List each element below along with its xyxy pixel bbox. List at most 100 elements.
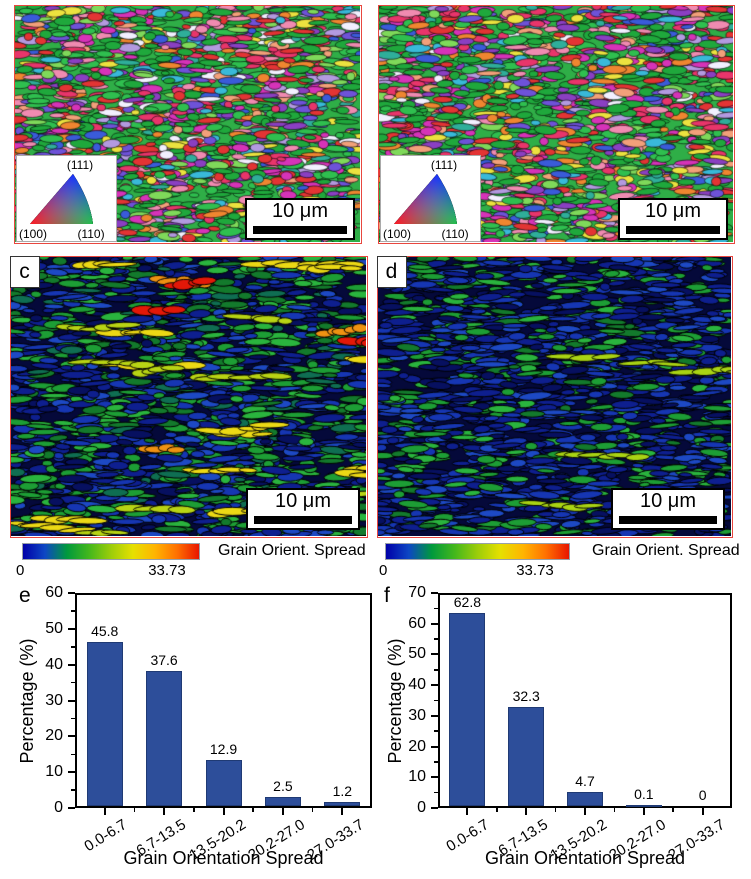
y-major-tick bbox=[68, 699, 75, 702]
bar-value-label: 1.2 bbox=[332, 782, 353, 799]
y-major-tick bbox=[68, 627, 75, 630]
y-minor-tick bbox=[434, 761, 438, 763]
y-major-tick bbox=[68, 807, 75, 809]
x-major-tick bbox=[163, 808, 166, 815]
colorbar-gradient-left bbox=[22, 543, 200, 560]
x-major-tick bbox=[466, 808, 469, 815]
y-minor-tick bbox=[434, 791, 438, 794]
y-major-tick bbox=[431, 684, 438, 687]
y-major-tick bbox=[431, 745, 438, 748]
x-major-tick bbox=[222, 808, 225, 815]
y-tick-label: 10 bbox=[408, 768, 426, 786]
scale-bar-c: 10 μm bbox=[246, 488, 360, 530]
bar-value-label: 62.8 bbox=[453, 594, 482, 611]
ipf-color-key-b: (111) (100) (110) bbox=[380, 155, 481, 242]
y-tick-label: 40 bbox=[408, 676, 426, 694]
x-minor-tick bbox=[193, 808, 195, 812]
y-minor-tick bbox=[71, 646, 75, 648]
y-minor-tick bbox=[71, 753, 75, 755]
y-tick-label: 70 bbox=[408, 584, 426, 601]
bar-value-label: 0 bbox=[698, 787, 707, 803]
ipf-label-100: (100) bbox=[383, 227, 411, 241]
y-major-tick bbox=[68, 771, 75, 774]
bar-value-label: 4.7 bbox=[575, 772, 595, 789]
plot-area bbox=[438, 593, 732, 808]
bar bbox=[86, 641, 123, 806]
panel-label-d: d bbox=[376, 255, 407, 288]
scale-bar-line-c bbox=[254, 516, 352, 524]
y-major-tick bbox=[431, 807, 438, 809]
scale-bar-label-c: 10 μm bbox=[275, 490, 331, 512]
y-tick-label: 0 bbox=[417, 799, 426, 816]
x-minor-tick bbox=[311, 808, 314, 812]
x-major-tick bbox=[281, 808, 284, 815]
x-minor-tick bbox=[554, 808, 557, 812]
x-axis-title: Grain Orientation Spread bbox=[484, 848, 686, 868]
bar bbox=[508, 706, 545, 806]
x-minor-tick bbox=[133, 808, 136, 812]
y-tick-label: 20 bbox=[45, 727, 63, 745]
bar bbox=[449, 613, 486, 806]
x-axis-title: Grain Orientation Spread bbox=[123, 848, 324, 868]
y-tick-label: 30 bbox=[408, 706, 426, 724]
ipf-label-111: (111) bbox=[67, 158, 93, 172]
bar bbox=[567, 791, 603, 806]
bar-value-label: 45.8 bbox=[91, 622, 119, 639]
ipf-label-110: (110) bbox=[441, 227, 468, 241]
y-minor-tick bbox=[71, 717, 75, 720]
y-major-tick bbox=[431, 592, 438, 594]
ipf-label-110: (110) bbox=[77, 227, 104, 241]
y-major-tick bbox=[431, 714, 438, 717]
scale-bar-line-a bbox=[253, 226, 347, 234]
y-minor-tick bbox=[434, 699, 438, 702]
panel-label-f: f bbox=[384, 584, 390, 607]
x-minor-tick bbox=[496, 808, 498, 812]
scale-bar-b: 10 μm bbox=[618, 198, 728, 240]
scale-bar-line-d bbox=[619, 516, 717, 524]
y-tick-label: 0 bbox=[54, 799, 63, 816]
scale-bar-label-b: 10 μm bbox=[645, 200, 701, 222]
y-minor-tick bbox=[71, 789, 75, 791]
gos-map-c: c 10 μm bbox=[9, 255, 368, 538]
bar bbox=[264, 797, 301, 806]
colorbar-gradient-right bbox=[385, 543, 570, 560]
scale-bar-a: 10 μm bbox=[245, 198, 355, 240]
scale-bar-d: 10 μm bbox=[611, 488, 725, 530]
x-major-tick bbox=[584, 808, 586, 815]
bar bbox=[625, 805, 662, 807]
ipf-color-key-a: (111) (100) (110) bbox=[16, 155, 117, 242]
panel-label-c: c bbox=[9, 255, 40, 288]
y-major-tick bbox=[68, 592, 75, 594]
x-minor-tick bbox=[252, 808, 254, 812]
bar bbox=[205, 759, 242, 806]
y-major-tick bbox=[68, 735, 75, 738]
y-tick-label: 40 bbox=[45, 655, 63, 673]
bar-value-label: 37.6 bbox=[150, 652, 178, 669]
colorbar-title-left: Grain Orient. Spread bbox=[218, 542, 366, 559]
colorbar-min-right: 0 bbox=[379, 562, 388, 579]
y-tick-label: 10 bbox=[45, 763, 63, 781]
y-tick-label: 50 bbox=[408, 645, 426, 663]
colorbar-max-right: 33.73 bbox=[516, 562, 554, 579]
y-major-tick bbox=[431, 622, 438, 625]
colorbar-min-left: 0 bbox=[16, 562, 25, 579]
x-major-tick bbox=[642, 808, 645, 815]
scale-bar-line-b bbox=[626, 226, 720, 234]
y-axis-title: Percentage (%) bbox=[384, 637, 405, 764]
gos-map-d: d 10 μm bbox=[376, 255, 733, 538]
y-minor-tick bbox=[434, 669, 438, 671]
y-major-tick bbox=[68, 663, 75, 666]
ipf-label-111: (111) bbox=[431, 158, 457, 172]
x-minor-tick bbox=[672, 808, 674, 812]
y-tick-label: 60 bbox=[408, 614, 426, 632]
ebsd-ipf-map-a: (111) (100) (110) 10 μm bbox=[14, 5, 362, 244]
panel-label-e: e bbox=[19, 584, 31, 607]
bar-value-label: 0.1 bbox=[634, 786, 654, 802]
scale-bar-label-d: 10 μm bbox=[640, 490, 696, 512]
y-tick-label: 30 bbox=[45, 691, 63, 709]
y-tick-label: 50 bbox=[45, 619, 63, 637]
y-tick-label: 20 bbox=[408, 737, 426, 755]
